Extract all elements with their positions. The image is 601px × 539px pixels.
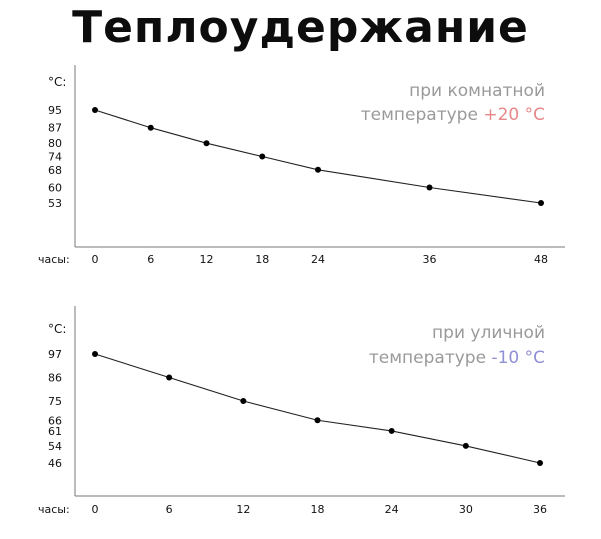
y-tick-label: 97 [48, 348, 62, 361]
y-axis-label: °C: [48, 75, 66, 89]
y-tick-label: 60 [48, 182, 62, 195]
y-tick-label: 53 [48, 197, 62, 210]
y-tick-label: 86 [48, 372, 62, 385]
y-tick-label: 95 [48, 104, 62, 117]
annotation-temperature: +20 °C [483, 105, 545, 125]
data-point [537, 460, 543, 466]
annotation-line-2: температуре +20 °C [361, 105, 545, 125]
data-point [388, 427, 395, 434]
x-tick-label: 36 [423, 253, 437, 266]
x-tick-label: 6 [147, 253, 154, 266]
y-tick-label: 46 [48, 457, 62, 470]
annotation-line-1: при комнатной [409, 81, 545, 101]
annotation-line-1: при уличной [432, 323, 545, 343]
series-line [94, 353, 541, 464]
x-tick-label: 6 [166, 503, 173, 516]
data-point [92, 107, 98, 113]
y-tick-label: 68 [48, 164, 62, 177]
x-tick-label: 0 [92, 253, 99, 266]
annotation-prefix: температуре [369, 348, 492, 368]
x-axis-label: часы: [38, 253, 70, 266]
y-axis-label: °C: [48, 322, 66, 336]
data-point [314, 417, 321, 424]
y-tick-label: 54 [48, 440, 62, 453]
y-tick-label: 74 [48, 151, 62, 164]
x-tick-label: 24 [385, 503, 399, 516]
x-tick-label: 30 [459, 503, 473, 516]
x-tick-label: 48 [534, 253, 548, 266]
x-tick-label: 12 [236, 503, 250, 516]
data-point [426, 184, 433, 191]
y-tick-label: 61 [48, 425, 62, 438]
annotation-line-2: температуре -10 °C [369, 348, 545, 368]
x-tick-label: 18 [255, 253, 269, 266]
page-title: Теплоудержание [72, 2, 529, 53]
data-point [240, 398, 247, 405]
x-tick-label: 18 [311, 503, 325, 516]
annotation-temperature: -10 °C [491, 348, 545, 368]
data-point [538, 200, 544, 206]
x-tick-label: 12 [200, 253, 214, 266]
x-tick-label: 24 [311, 253, 325, 266]
data-point [203, 140, 210, 147]
annotation-prefix: температуре [361, 105, 484, 125]
y-tick-label: 87 [48, 122, 62, 135]
y-tick-label: 75 [48, 395, 62, 408]
y-tick-label: 80 [48, 137, 62, 150]
x-tick-label: 36 [533, 503, 547, 516]
data-point [462, 442, 469, 449]
data-point [166, 374, 173, 381]
data-point [315, 166, 321, 173]
data-point [147, 124, 154, 131]
x-tick-label: 0 [92, 503, 99, 516]
data-point [92, 351, 98, 357]
y-tick-label: 66 [48, 414, 62, 427]
data-point [259, 153, 266, 160]
x-axis-label: часы: [38, 503, 70, 516]
